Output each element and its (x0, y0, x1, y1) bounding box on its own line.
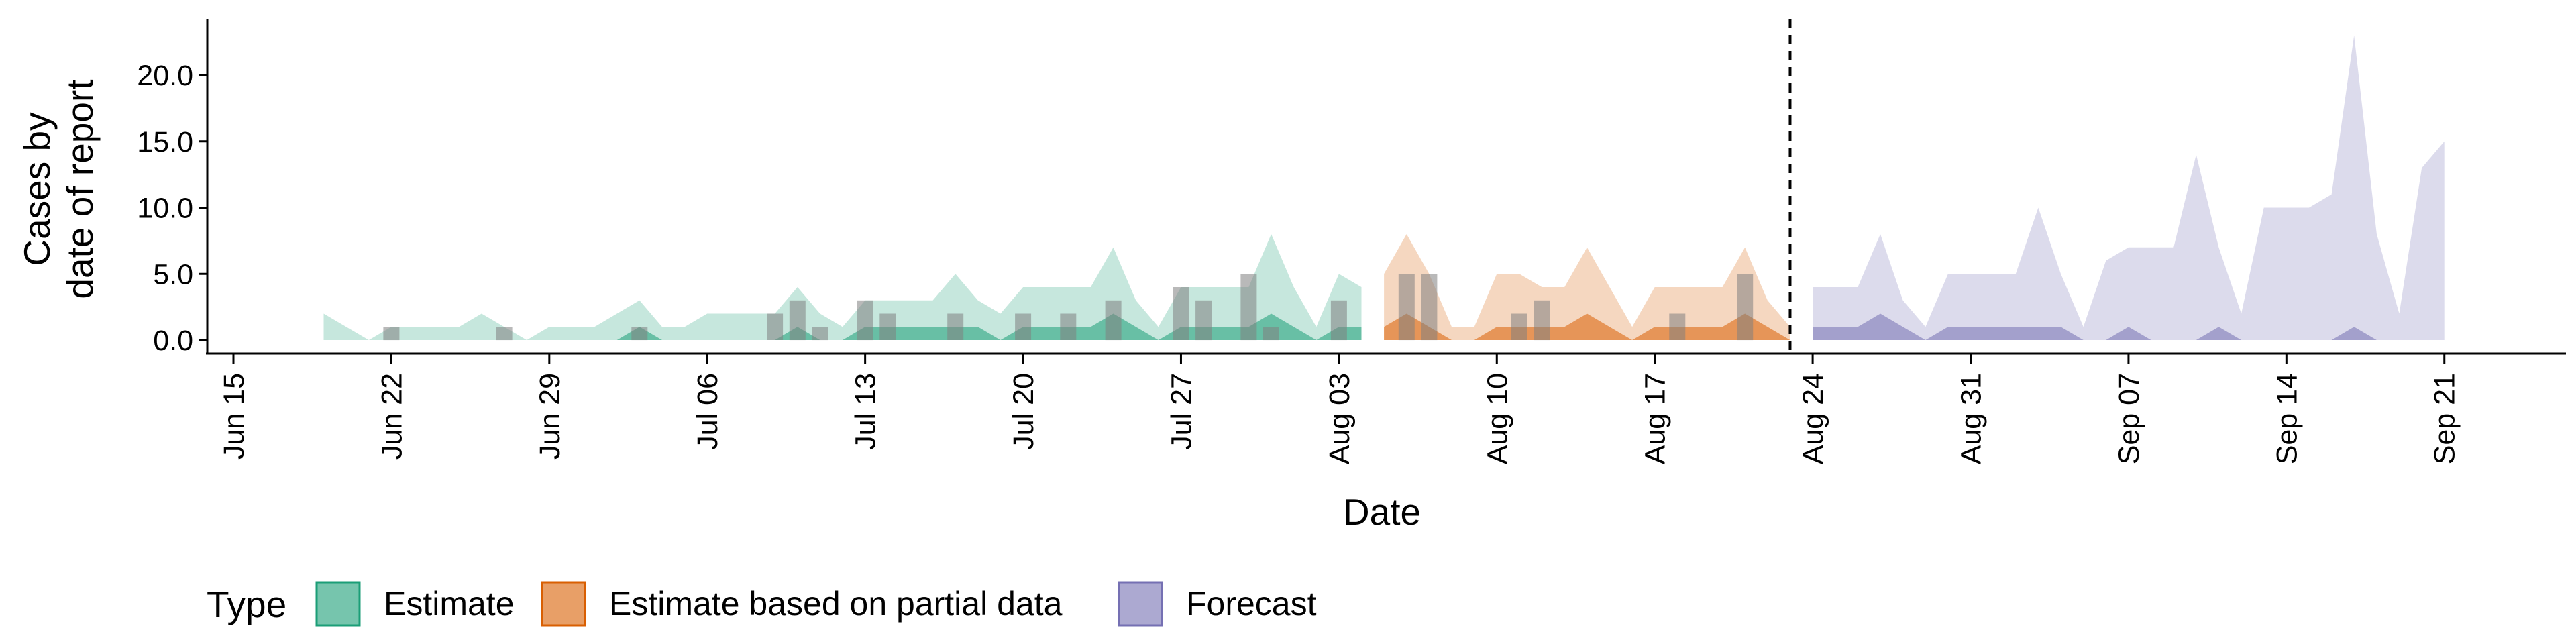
x-tick-label: Aug 24 (1797, 373, 1829, 464)
legend-label: Estimate based on partial data (609, 585, 1063, 623)
area-upper-series-0 (323, 234, 1362, 340)
reported-bar (857, 300, 873, 341)
x-tick-label: Aug 03 (1324, 373, 1356, 464)
y-tick-label: 10.0 (137, 193, 193, 225)
reported-bar (947, 313, 964, 340)
reported-bar (1534, 300, 1550, 341)
y-ticks: 0.0 5.0 10.0 15.0 20.0 (137, 60, 207, 357)
legend-label: Forecast (1186, 585, 1317, 623)
legend-swatch (541, 581, 586, 627)
reported-bar (879, 313, 896, 340)
reported-bar (1330, 300, 1347, 341)
reported-bar (1737, 274, 1754, 341)
reported-bar (1421, 274, 1438, 341)
reported-bar (496, 327, 513, 341)
y-tick-label: 5.0 (153, 258, 193, 290)
legend-swatch (315, 581, 361, 627)
area-upper-series-1 (1384, 234, 1790, 340)
reported-bar (1263, 327, 1279, 341)
x-tick-label: Jul 20 (1008, 373, 1040, 450)
x-tick-label: Sep 14 (2271, 373, 2303, 464)
y-tick-label: 0.0 (153, 325, 193, 357)
reported-bar (631, 327, 648, 341)
y-tick-label: 15.0 (137, 126, 193, 158)
legend-swatch (1118, 581, 1163, 627)
reported-bars (383, 274, 1754, 341)
x-tick-label: Jun 22 (376, 373, 408, 460)
x-tick-label: Jul 06 (692, 373, 724, 450)
reported-bar (1240, 274, 1257, 341)
x-tick-label: Aug 31 (1955, 373, 1988, 464)
x-tick-label: Aug 17 (1640, 373, 1672, 464)
reported-bar (1398, 274, 1415, 341)
reported-bar (1511, 313, 1527, 340)
reported-bar (1015, 313, 1032, 340)
reported-bar (812, 327, 828, 341)
y-axis-label-line-2: date of report (59, 79, 101, 299)
legend-title: Type (207, 584, 286, 625)
reported-bar (1060, 313, 1077, 340)
legend-label: Estimate (384, 585, 515, 623)
y-axis-label-line-1: Cases by (16, 112, 58, 266)
legend: Type Estimate Estimate based on partial d… (207, 581, 1317, 627)
x-tick-label: Jul 13 (850, 373, 882, 450)
x-tick-label: Sep 07 (2113, 373, 2145, 464)
x-tick-label: Jul 27 (1166, 373, 1198, 450)
area-lower-series-1 (1384, 313, 1790, 340)
reported-bar (1195, 300, 1212, 341)
x-tick-label: Aug 10 (1481, 373, 1513, 464)
y-tick-label: 20.0 (137, 60, 193, 92)
reported-bar (767, 313, 784, 340)
x-tick-label: Jun 15 (218, 373, 250, 460)
x-tick-label: Jun 29 (534, 373, 566, 460)
reported-bar (1105, 300, 1122, 341)
reported-bar (1669, 313, 1686, 340)
area-lower-series-0 (323, 313, 1362, 340)
reported-bar (789, 300, 806, 341)
reported-bar (383, 327, 400, 341)
x-ticks: Jun 15 Jun 22 Jun 29 Jul 06 Jul 13 Jul 20 Jul … (218, 354, 2461, 464)
area-upper-series-2 (1813, 35, 2445, 341)
series-areas (323, 35, 2445, 341)
reported-bar (1173, 287, 1189, 340)
x-tick-label: Sep 21 (2429, 373, 2461, 464)
x-axis-label: Date (1343, 491, 1421, 533)
area-lower-series-2 (1813, 313, 2445, 340)
